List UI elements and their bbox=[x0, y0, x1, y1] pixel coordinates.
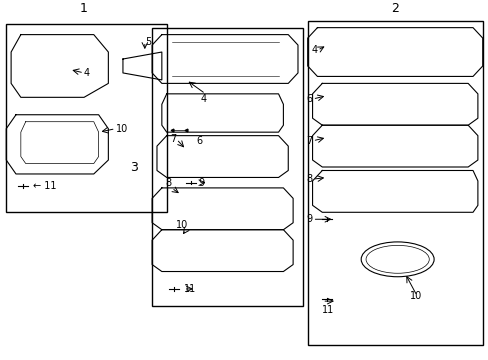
Bar bbox=[307, 21, 482, 345]
Text: 1: 1 bbox=[80, 3, 88, 15]
Text: 10: 10 bbox=[409, 291, 421, 301]
Text: 4: 4 bbox=[311, 45, 317, 55]
Bar bbox=[152, 28, 302, 306]
Text: 7: 7 bbox=[305, 136, 312, 146]
Bar bbox=[6, 24, 166, 212]
Text: 4: 4 bbox=[84, 68, 90, 78]
Text: 9: 9 bbox=[306, 214, 312, 224]
Text: 10: 10 bbox=[176, 220, 188, 230]
Text: 5: 5 bbox=[144, 37, 151, 46]
Text: 9: 9 bbox=[198, 178, 204, 188]
Text: 6: 6 bbox=[306, 94, 312, 104]
Text: 8: 8 bbox=[306, 174, 312, 184]
Text: ← 11: ← 11 bbox=[33, 181, 57, 191]
Text: 7: 7 bbox=[170, 134, 176, 144]
Text: 4: 4 bbox=[201, 94, 206, 104]
Text: 3: 3 bbox=[129, 161, 137, 174]
Text: 11: 11 bbox=[183, 284, 196, 294]
Text: 10: 10 bbox=[116, 124, 128, 134]
Text: 8: 8 bbox=[165, 178, 171, 188]
Text: 2: 2 bbox=[390, 3, 398, 15]
Text: 11: 11 bbox=[322, 305, 334, 315]
Text: 6: 6 bbox=[196, 136, 202, 146]
